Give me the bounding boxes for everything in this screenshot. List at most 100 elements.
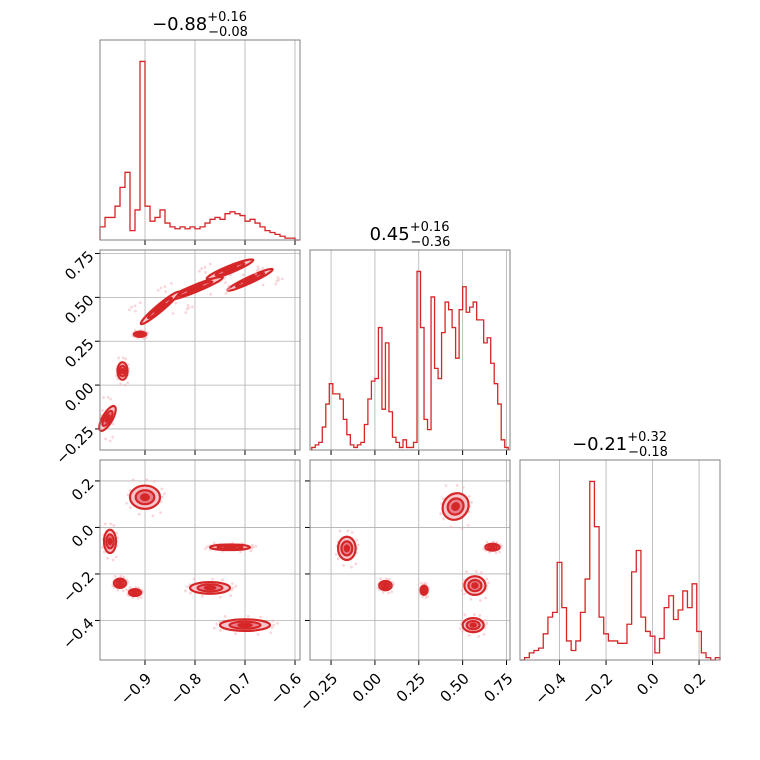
p12-contour-inner-5	[471, 582, 479, 589]
p01-sample-5-10	[124, 357, 128, 361]
p12-sample-1-11	[494, 551, 498, 555]
p01-sample-1-8	[255, 269, 259, 273]
p02-sample-3-3	[124, 588, 128, 591]
p01-sample-6-2	[106, 395, 110, 399]
p02-sample-0-0	[160, 495, 164, 499]
p01-sample-2-5	[227, 284, 230, 288]
p01-ytick-label-2: 0.25	[61, 335, 97, 371]
p12-sample-2-2	[346, 529, 350, 533]
p02-sample-3-7	[113, 574, 117, 578]
p02-sample-1-3	[249, 549, 253, 553]
p02-ytick-label-0: 0.2	[68, 475, 98, 505]
p01-sample-6-12	[101, 409, 104, 412]
p12-sample-6-5	[483, 618, 487, 622]
p12-contour-inner-6	[469, 622, 477, 628]
p02-contour-inner-1	[223, 545, 237, 549]
p02-sample-0-2	[145, 478, 149, 482]
p11-frame	[309, 249, 511, 451]
p02-sample-0-8	[159, 500, 163, 504]
p12-sample-4-10	[424, 582, 428, 586]
p02-contour-inner-2	[107, 537, 113, 546]
p02-contour-inner-3	[117, 581, 123, 586]
p01-contours	[98, 258, 284, 443]
p12-sample-5-3	[484, 596, 488, 600]
p11-histogram	[311, 270, 509, 450]
p02-sample-0-11	[151, 514, 155, 518]
p02-sample-6-8	[270, 625, 274, 629]
p02-sample-5-11	[219, 595, 222, 599]
p12-sample-1-13	[500, 544, 503, 548]
p12-sample-2-7	[338, 529, 342, 533]
p02-sample-2-7	[103, 522, 107, 526]
p01-ytick-label-3: 0.50	[61, 291, 97, 327]
p02-sample-1-5	[250, 543, 254, 547]
p01-sample-6-10	[109, 397, 113, 401]
p02-sample-2-11	[111, 558, 115, 562]
p12-sample-0-2	[455, 484, 459, 487]
p02-sample-6-3	[269, 631, 273, 635]
p01-sample-2-12	[163, 285, 167, 289]
p02-sample-6-9	[212, 626, 216, 630]
p12-sample-5-11	[479, 599, 482, 602]
p02-sample-2-13	[116, 536, 120, 540]
p02-sample-1-9	[204, 547, 207, 551]
p12-sample-6-11	[477, 634, 481, 638]
p12-sample-0-1	[442, 517, 445, 521]
p02-xtick-label-0: −0.9	[117, 670, 155, 708]
p02-sample-0-5	[160, 487, 164, 491]
p01-sample-6-8	[111, 422, 115, 426]
p01-sample-3-7	[138, 301, 142, 305]
p02-sample-0-9	[125, 501, 129, 505]
p12-sample-0-3	[466, 523, 470, 527]
p01-sample-4-3	[144, 336, 148, 340]
p02-sample-3-13	[126, 580, 130, 584]
p02-sample-2-3	[114, 555, 118, 559]
p01-sample-6-6	[104, 437, 107, 441]
p02-sample-6-7	[223, 615, 227, 618]
p22-histogram	[520, 480, 721, 661]
p01-sample-2-4	[159, 286, 163, 290]
p01-sample-3-12	[133, 304, 137, 308]
p02-sample-5-10	[221, 578, 224, 582]
p01-sample-2-8	[226, 288, 229, 292]
p12-sample-2-11	[350, 565, 353, 569]
p02-sample-5-3	[229, 594, 233, 598]
p12-sample-3-7	[379, 577, 382, 581]
p12-sample-1-3	[498, 550, 502, 554]
p02-sample-0-6	[137, 512, 141, 516]
p01-sample-1-13	[260, 266, 264, 270]
p01-sample-1-5	[256, 265, 260, 269]
p02-sample-2-9	[101, 546, 105, 549]
p12-sample-2-10	[350, 530, 354, 534]
p01-sample-6-7	[102, 396, 105, 399]
p12-sample-6-10	[478, 614, 482, 617]
p02-sample-3-2	[119, 574, 123, 578]
p01-sample-2-0	[228, 287, 231, 290]
p01-ytick-label-0: −0.25	[52, 423, 97, 468]
p01-contour-inner-6	[104, 414, 111, 423]
p12-contour-inner-3	[382, 583, 388, 588]
p22-xtick-label-3: 0.2	[680, 670, 710, 700]
p12-sample-0-7	[444, 484, 448, 488]
p01-sample-3-11	[171, 312, 175, 315]
p12-sample-2-6	[342, 563, 345, 567]
p12-sample-3-13	[391, 582, 395, 586]
p12-sample-0-13	[470, 500, 473, 504]
p12-sample-3-2	[384, 577, 388, 580]
p12-sample-3-11	[387, 591, 391, 595]
p01-sample-3-4	[130, 305, 134, 309]
p02-sample-0-1	[128, 506, 132, 510]
p01-sample-0-3	[274, 282, 278, 286]
p22-frame	[519, 459, 721, 661]
p12-sample-2-13	[356, 543, 360, 547]
p02-sample-2-10	[112, 524, 116, 527]
p01-sample-0-12	[223, 276, 227, 280]
p01-contour-inner-4	[137, 332, 143, 336]
p01-sample-3-1	[134, 309, 137, 313]
p12-sample-6-2	[473, 613, 476, 617]
p02-sample-6-5	[271, 619, 275, 623]
p12-sample-5-7	[465, 570, 469, 574]
p12-sample-5-9	[460, 589, 464, 592]
p12-sample-5-13	[487, 581, 490, 585]
